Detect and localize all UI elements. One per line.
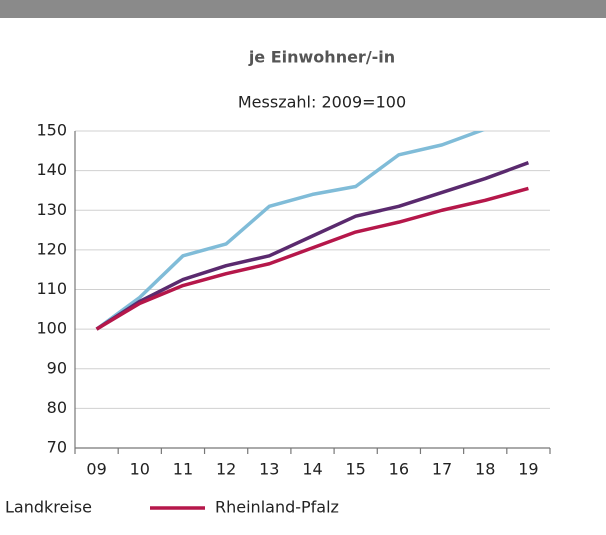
top-bar xyxy=(0,0,606,18)
y-tick-label: 120 xyxy=(36,239,67,258)
x-tick-label: 10 xyxy=(130,460,150,479)
series-line xyxy=(95,131,485,331)
x-tick-label: 12 xyxy=(216,460,236,479)
x-tick-label: 18 xyxy=(475,460,495,479)
series-line xyxy=(95,186,529,331)
legend-label: Rheinland-Pfalz xyxy=(215,498,339,517)
y-tick-label: 70 xyxy=(47,438,67,457)
y-tick-label: 110 xyxy=(36,279,67,298)
legend-label: Landkreise xyxy=(5,498,92,517)
series-line xyxy=(95,161,530,331)
x-tick-label: 14 xyxy=(302,460,322,479)
y-tick-label: 140 xyxy=(36,160,67,179)
x-tick-label: 17 xyxy=(432,460,452,479)
y-tick-label: 150 xyxy=(36,121,67,140)
x-tick-label: 19 xyxy=(518,460,538,479)
y-tick-label: 130 xyxy=(36,200,67,219)
chart-subtitle: Messzahl: 2009=100 xyxy=(238,93,406,112)
y-tick-label: 80 xyxy=(47,398,67,417)
x-tick-label: 15 xyxy=(346,460,366,479)
chart-title: je Einwohner/-in xyxy=(248,48,395,67)
x-tick-label: 16 xyxy=(389,460,409,479)
x-tick-label: 11 xyxy=(173,460,193,479)
y-tick-label: 90 xyxy=(47,358,67,377)
x-tick-label: 13 xyxy=(259,460,279,479)
x-tick-label: 09 xyxy=(86,460,106,479)
y-tick-label: 100 xyxy=(36,319,67,338)
